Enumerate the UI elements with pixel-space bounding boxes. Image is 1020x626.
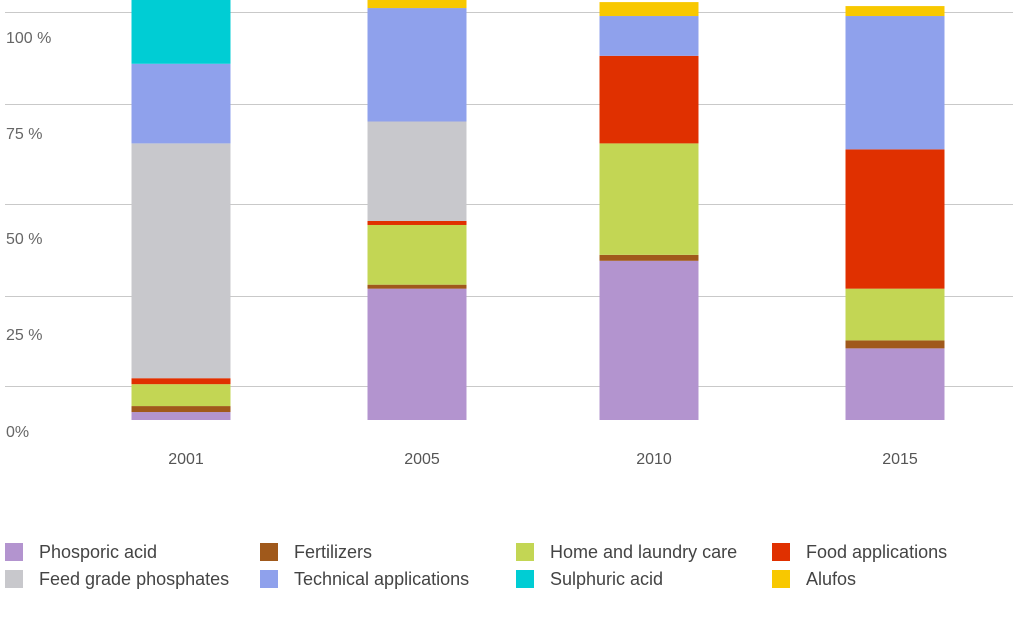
- y-axis-ticks: 0% 25 % 50 % 75 % 100 %: [6, 30, 51, 441]
- stacked-bar-chart: 0% 25 % 50 % 75 % 100 % 2001 2005 2010 2015: [5, 0, 1013, 468]
- legend-swatch: [516, 543, 534, 561]
- bar-segment: [367, 288, 467, 420]
- x-tick-label: 2010: [636, 451, 672, 468]
- bar-segment: [599, 260, 699, 420]
- bar-stack-2010: [599, 2, 699, 420]
- bar-segment: [131, 63, 231, 144]
- bar-segment: [131, 412, 231, 420]
- legend-swatch: [772, 570, 790, 588]
- bar-segment: [599, 55, 699, 144]
- legend-item: Fertilizers: [260, 540, 372, 564]
- legend-swatch: [5, 570, 23, 588]
- bar-segment: [845, 6, 945, 17]
- bar-segment: [367, 121, 467, 221]
- bar-stack-2001: [131, 0, 231, 420]
- legend-label: Fertilizers: [294, 541, 373, 562]
- bar-segment: [845, 149, 945, 289]
- bar-segment: [131, 0, 231, 64]
- y-tick-label: 100 %: [6, 30, 51, 47]
- legend-item: Technical applications: [260, 567, 469, 591]
- x-axis-ticks: 2001 2005 2010 2015: [168, 451, 918, 468]
- legend-item: Food applications: [772, 540, 947, 564]
- bar-segment: [367, 224, 467, 285]
- legend-label: Phosporic acid: [39, 541, 158, 562]
- bar-segment: [131, 143, 231, 379]
- legend-label: Feed grade phosphates: [39, 568, 230, 589]
- bar-segment: [131, 378, 231, 385]
- bar-segment: [845, 16, 945, 150]
- bars: [131, 0, 945, 420]
- bar-segment: [845, 340, 945, 349]
- bar-segment: [845, 288, 945, 341]
- y-tick-label: 0%: [6, 424, 29, 441]
- bar-segment: [131, 406, 231, 413]
- bar-segment: [599, 254, 699, 261]
- legend-item: Alufos: [772, 567, 856, 591]
- legend: Phosporic acid Fertilizers Home and laundr…: [0, 538, 1020, 608]
- x-tick-label: 2015: [882, 451, 918, 468]
- bar-segment: [131, 384, 231, 407]
- bar-segment: [367, 0, 467, 9]
- legend-swatch: [260, 543, 278, 561]
- x-tick-label: 2005: [404, 451, 440, 468]
- legend-item: Home and laundry care: [516, 540, 737, 564]
- legend-swatch: [516, 570, 534, 588]
- bar-segment: [599, 143, 699, 255]
- bar-stack-2015: [845, 6, 945, 420]
- bar-segment: [845, 348, 945, 420]
- y-tick-label: 50 %: [6, 231, 42, 248]
- legend-item: Feed grade phosphates: [5, 567, 229, 591]
- legend-label: Home and laundry care: [550, 541, 738, 562]
- bar-segment: [367, 284, 467, 289]
- bar-segment: [367, 221, 467, 225]
- legend-swatch: [5, 543, 23, 561]
- legend-label: Sulphuric acid: [550, 568, 664, 589]
- bar-segment: [599, 16, 699, 56]
- bar-stack-2005: [367, 0, 467, 420]
- legend-item: Sulphuric acid: [516, 567, 663, 591]
- bar-segment: [367, 8, 467, 122]
- legend-swatch: [260, 570, 278, 588]
- legend-label: Alufos: [806, 568, 857, 589]
- legend-swatch: [772, 543, 790, 561]
- x-tick-label: 2001: [168, 451, 204, 468]
- legend-item: Phosporic acid: [5, 540, 157, 564]
- legend-label: Food applications: [806, 541, 948, 562]
- legend-label: Technical applications: [294, 568, 470, 589]
- bar-segment: [599, 2, 699, 17]
- y-tick-label: 75 %: [6, 126, 42, 143]
- y-tick-label: 25 %: [6, 327, 42, 344]
